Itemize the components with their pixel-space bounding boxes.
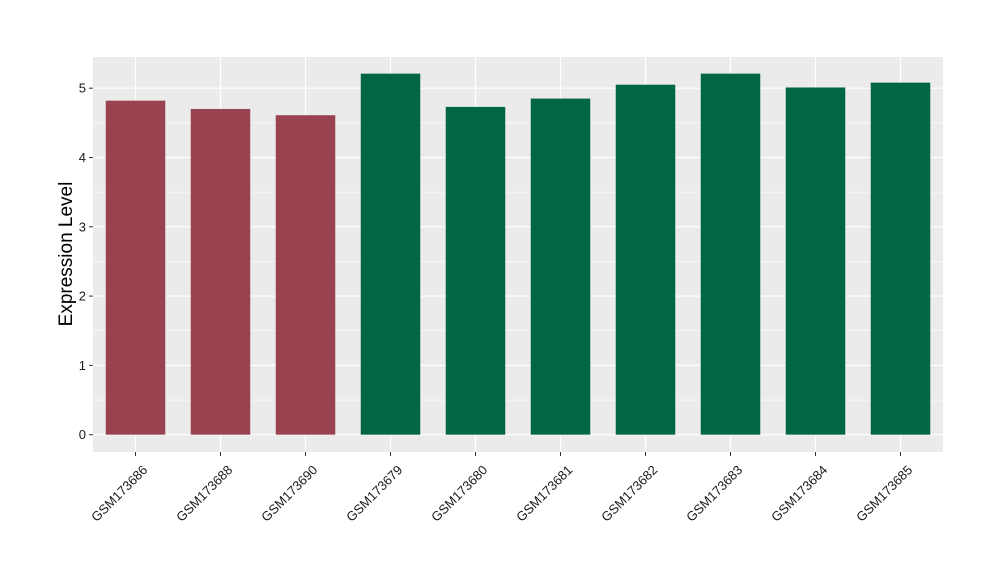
x-tick-label: GSM173681 bbox=[513, 462, 575, 524]
bar-GSM173680 bbox=[445, 106, 506, 435]
y-axis: 0 1 2 3 4 5 bbox=[79, 81, 93, 442]
y-tick-label: 4 bbox=[79, 150, 86, 165]
y-tick-label: 5 bbox=[79, 81, 86, 96]
y-tick-label: 2 bbox=[79, 289, 86, 304]
bar-GSM173685 bbox=[870, 82, 931, 435]
x-tick-label: GSM173690 bbox=[258, 462, 320, 524]
x-tick-label: GSM173682 bbox=[598, 462, 660, 524]
y-tick-label: 3 bbox=[79, 219, 86, 234]
bar-GSM173679 bbox=[360, 73, 421, 435]
x-tick-label: GSM173686 bbox=[88, 462, 150, 524]
x-tick-label: GSM173680 bbox=[428, 462, 490, 524]
bar-GSM173683 bbox=[700, 73, 761, 435]
x-tick-label: GSM173683 bbox=[683, 462, 745, 524]
bar-GSM173688 bbox=[190, 108, 251, 435]
bar-GSM173682 bbox=[615, 84, 676, 435]
x-tick-label: GSM173685 bbox=[853, 462, 915, 524]
y-tick-label: 1 bbox=[79, 358, 86, 373]
bar-GSM173684 bbox=[785, 87, 846, 435]
x-tick-label: GSM173679 bbox=[343, 462, 405, 524]
x-tick-label: GSM173684 bbox=[768, 462, 830, 524]
x-axis: GSM173686 GSM173688 GSM173690 GSM173679 GSM1… bbox=[88, 452, 915, 525]
bar-GSM173686 bbox=[105, 100, 166, 435]
bars bbox=[105, 73, 931, 435]
y-axis-title: Expression Level bbox=[56, 182, 77, 327]
bar-GSM173690 bbox=[275, 115, 336, 435]
y-tick-label: 0 bbox=[79, 427, 86, 442]
bar-GSM173681 bbox=[530, 98, 591, 435]
x-tick-label: GSM173688 bbox=[173, 462, 235, 524]
